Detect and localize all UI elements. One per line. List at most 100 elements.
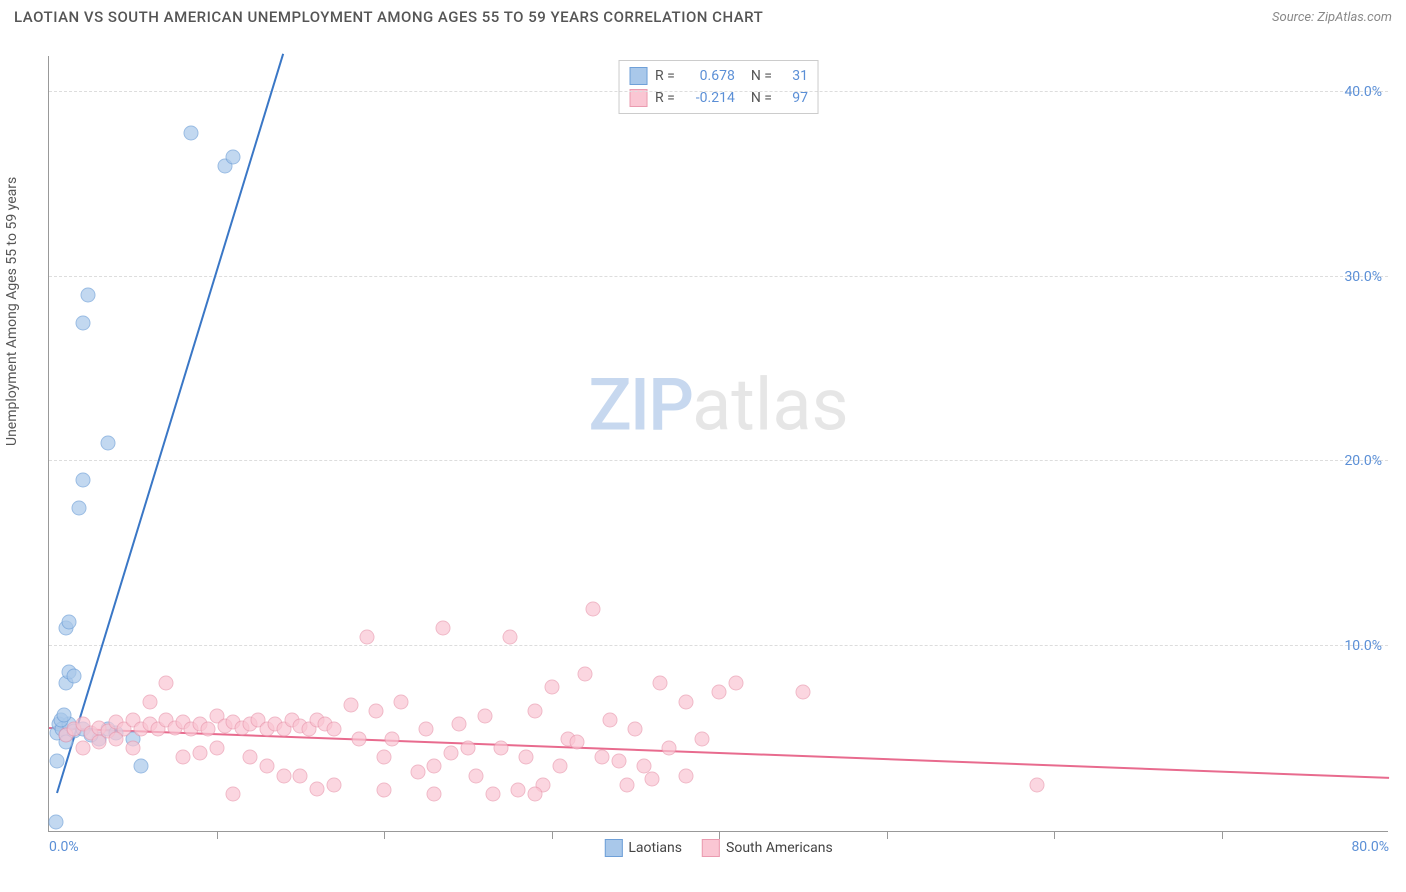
data-point xyxy=(527,703,542,718)
data-point xyxy=(393,694,408,709)
data-point xyxy=(519,750,534,765)
data-point xyxy=(75,315,90,330)
data-point xyxy=(326,777,341,792)
data-point xyxy=(795,685,810,700)
data-point xyxy=(326,722,341,737)
data-point xyxy=(452,716,467,731)
data-point xyxy=(209,740,224,755)
x-tick-label: 80.0% xyxy=(1351,839,1389,855)
data-point xyxy=(226,787,241,802)
data-point xyxy=(661,740,676,755)
data-point xyxy=(75,740,90,755)
data-point xyxy=(477,709,492,724)
data-point xyxy=(50,753,65,768)
data-point xyxy=(385,731,400,746)
chart-plot-area: ZIPatlas R = 0.678 N = 31 R = -0.214 N =… xyxy=(48,56,1388,832)
y-tick-label: 10.0% xyxy=(1344,638,1382,654)
data-point xyxy=(184,125,199,140)
data-point xyxy=(201,722,216,737)
n-label: N = xyxy=(751,90,772,106)
legend-item-laotians: Laotians xyxy=(604,839,682,857)
data-point xyxy=(57,707,72,722)
data-point xyxy=(544,679,559,694)
data-point xyxy=(603,713,618,728)
data-point xyxy=(48,814,63,829)
data-point xyxy=(142,694,157,709)
swatch-laotians-icon xyxy=(604,839,622,857)
data-point xyxy=(594,750,609,765)
data-point xyxy=(243,750,258,765)
x-minor-tick xyxy=(217,831,218,839)
data-point xyxy=(192,746,207,761)
data-point xyxy=(678,694,693,709)
data-point xyxy=(494,740,509,755)
data-point xyxy=(80,288,95,303)
x-minor-tick xyxy=(384,831,385,839)
data-point xyxy=(377,750,392,765)
source-label: Source: ZipAtlas.com xyxy=(1272,10,1392,25)
gridline-h xyxy=(49,91,1388,92)
n-label: N = xyxy=(751,68,772,84)
data-point xyxy=(62,615,77,630)
watermark: ZIPatlas xyxy=(588,362,848,447)
x-tick-label: 0.0% xyxy=(49,839,79,855)
gridline-h xyxy=(49,460,1388,461)
data-point xyxy=(368,703,383,718)
data-point xyxy=(712,685,727,700)
data-point xyxy=(678,768,693,783)
y-tick-label: 20.0% xyxy=(1344,453,1382,469)
data-point xyxy=(92,735,107,750)
correlation-legend: R = 0.678 N = 31 R = -0.214 N = 97 xyxy=(618,60,819,114)
data-point xyxy=(695,731,710,746)
data-point xyxy=(527,787,542,802)
gridline-h xyxy=(49,276,1388,277)
data-point xyxy=(569,735,584,750)
data-point xyxy=(435,620,450,635)
x-minor-tick xyxy=(887,831,888,839)
data-point xyxy=(351,731,366,746)
series-legend: Laotians South Americans xyxy=(604,839,832,857)
r-value-south-americans: -0.214 xyxy=(683,90,735,106)
data-point xyxy=(418,722,433,737)
data-point xyxy=(728,676,743,691)
x-minor-tick xyxy=(1054,831,1055,839)
data-point xyxy=(75,472,90,487)
data-point xyxy=(444,746,459,761)
y-tick-label: 40.0% xyxy=(1344,84,1382,100)
n-value-south-americans: 97 xyxy=(780,90,808,106)
data-point xyxy=(511,783,526,798)
data-point xyxy=(460,740,475,755)
data-point xyxy=(67,668,82,683)
data-point xyxy=(159,676,174,691)
data-point xyxy=(377,783,392,798)
data-point xyxy=(653,676,668,691)
data-point xyxy=(276,768,291,783)
data-point xyxy=(469,768,484,783)
data-point xyxy=(176,750,191,765)
y-axis-title: Unemployment Among Ages 55 to 59 years xyxy=(4,177,20,446)
data-point xyxy=(72,500,87,515)
data-point xyxy=(125,740,140,755)
data-point xyxy=(427,759,442,774)
data-point xyxy=(293,768,308,783)
data-point xyxy=(343,698,358,713)
legend-item-south-americans: South Americans xyxy=(702,839,833,857)
r-value-laotians: 0.678 xyxy=(683,68,735,84)
data-point xyxy=(552,759,567,774)
r-label: R = xyxy=(655,90,675,106)
data-point xyxy=(310,781,325,796)
x-minor-tick xyxy=(1222,831,1223,839)
y-tick-label: 30.0% xyxy=(1344,269,1382,285)
watermark-zip: ZIP xyxy=(588,362,692,447)
n-value-laotians: 31 xyxy=(780,68,808,84)
data-point xyxy=(100,436,115,451)
data-point xyxy=(134,759,149,774)
data-point xyxy=(360,630,375,645)
x-minor-tick xyxy=(552,831,553,839)
data-point xyxy=(502,630,517,645)
gridline-h xyxy=(49,645,1388,646)
data-point xyxy=(485,787,500,802)
legend-row-laotians: R = 0.678 N = 31 xyxy=(629,65,808,87)
chart-title: LAOTIAN VS SOUTH AMERICAN UNEMPLOYMENT A… xyxy=(14,8,763,26)
data-point xyxy=(586,602,601,617)
